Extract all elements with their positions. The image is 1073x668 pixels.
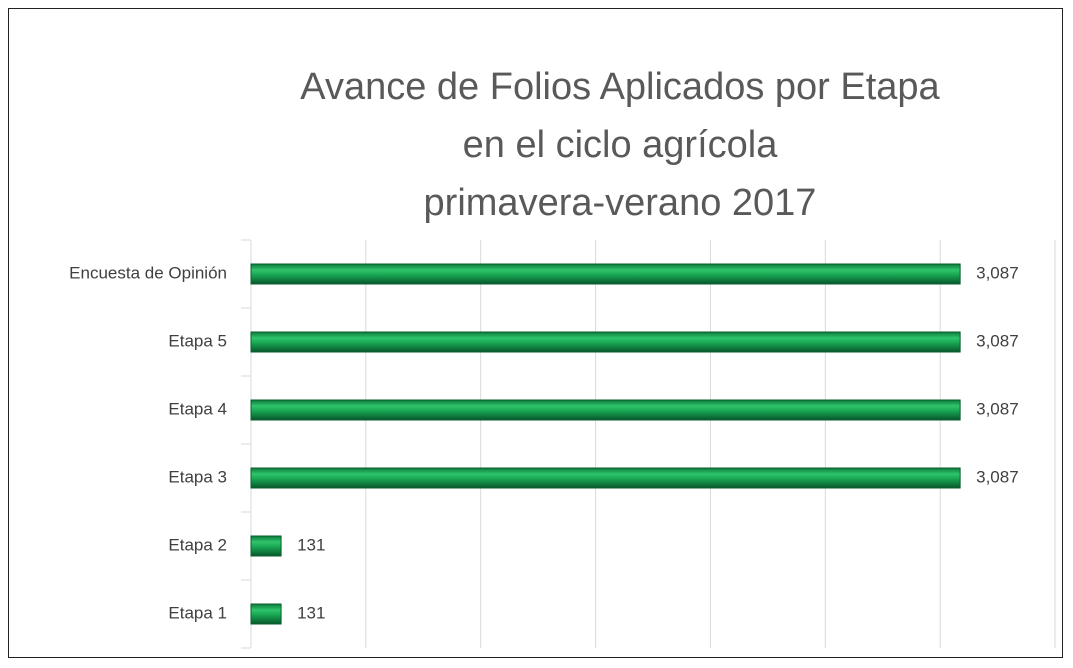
y-tick-label: Etapa 3: [168, 467, 227, 486]
bar: [250, 467, 961, 489]
data-label: 3,087: [976, 331, 1019, 350]
bar: [250, 331, 961, 353]
data-label: 3,087: [976, 263, 1019, 282]
y-tick-label: Etapa 1: [168, 603, 227, 622]
y-tick-label: Encuesta de Opinión: [69, 263, 227, 282]
bar: [250, 535, 282, 557]
y-tick-label: Etapa 4: [168, 399, 227, 418]
data-label: 131: [297, 535, 325, 554]
bar: [250, 263, 961, 285]
chart-title: Avance de Folios Aplicados por Etapa en …: [300, 66, 940, 224]
data-label: 3,087: [976, 399, 1019, 418]
y-tick-label: Etapa 2: [168, 535, 227, 554]
chart-frame: [8, 8, 1063, 658]
bar: [250, 399, 961, 421]
data-label: 131: [297, 603, 325, 622]
y-tick-label: Etapa 5: [168, 331, 227, 350]
bar: [250, 603, 282, 625]
data-label: 3,087: [976, 467, 1019, 486]
